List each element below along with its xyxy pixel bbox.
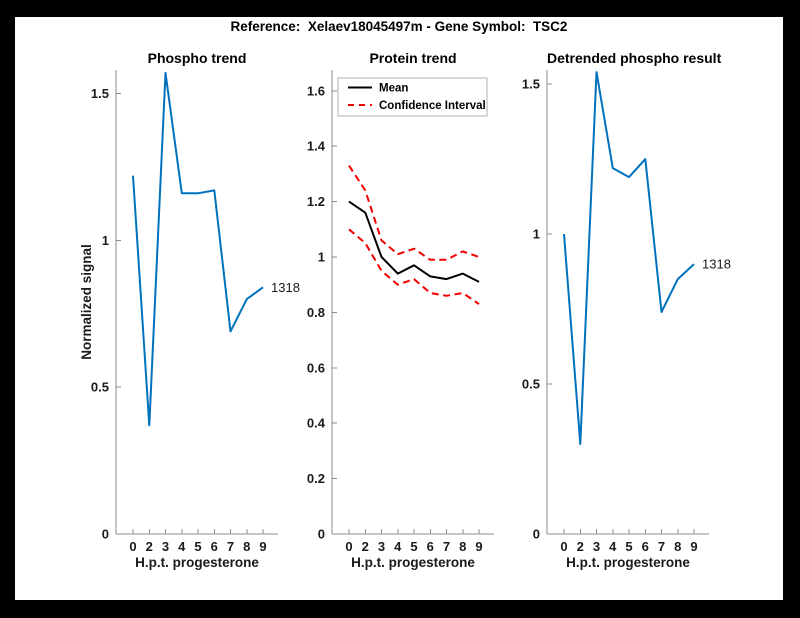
x-tick-label: 3 xyxy=(378,539,385,554)
annotation-1318: 1318 xyxy=(271,280,300,295)
x-tick-label: 7 xyxy=(443,539,450,554)
x-tick-label: 0 xyxy=(129,539,136,554)
annotation-1318: 1318 xyxy=(702,257,731,272)
x-tick-label: 4 xyxy=(609,539,617,554)
series-line-confidence-interval-lower xyxy=(348,228,480,305)
x-tick-label: 9 xyxy=(690,539,697,554)
x-tick-label: 9 xyxy=(259,539,266,554)
x-tick-label: 2 xyxy=(362,539,369,554)
x-tick-label: 8 xyxy=(674,539,681,554)
x-tick-label: 2 xyxy=(146,539,153,554)
y-tick-label: 0.8 xyxy=(307,305,325,320)
y-tick-label: 1 xyxy=(102,233,109,248)
legend-box xyxy=(337,77,488,117)
y-tick-label: 0.2 xyxy=(307,471,325,486)
y-tick-label: 1 xyxy=(318,249,325,264)
x-tick-label: 7 xyxy=(658,539,665,554)
series-line-mean xyxy=(348,200,480,283)
y-tick-label: 1.2 xyxy=(307,194,325,209)
x-tick-label: 3 xyxy=(593,539,600,554)
y-tick-label: 0 xyxy=(102,527,109,542)
subplot-protein-title: Protein trend xyxy=(369,50,457,66)
y-tick-label: 0.6 xyxy=(307,360,325,375)
x-tick-label: 6 xyxy=(427,539,434,554)
subplot-detrended-title: Detrended phospho result xyxy=(547,50,722,66)
x-tick-label: 7 xyxy=(227,539,234,554)
x-tick-label: 9 xyxy=(475,539,482,554)
subplot-detrended-xlabel: H.p.t. progesterone xyxy=(566,555,690,570)
y-tick-label: 0.5 xyxy=(522,377,540,392)
y-tick-label: 0.4 xyxy=(307,416,326,431)
x-tick-label: 3 xyxy=(162,539,169,554)
y-tick-label: 1.5 xyxy=(522,77,540,92)
x-tick-label: 8 xyxy=(459,539,466,554)
x-tick-label: 2 xyxy=(577,539,584,554)
legend-label: Confidence Interval xyxy=(379,100,486,112)
y-tick-label: 1 xyxy=(533,227,540,242)
x-tick-label: 5 xyxy=(410,539,417,554)
y-tick-label: 0 xyxy=(533,527,540,542)
series-line-phospho-signal xyxy=(132,71,264,427)
y-tick-label: 1.6 xyxy=(307,83,325,98)
figure-canvas: 0 2 3 4 5 6 7 8 9 0 0.5 1 1.5 1318 0 2 3 4 5 6 7 8 9 0 0.2 0.4 0.6… xyxy=(15,17,783,600)
y-axis-label: Normalized signal xyxy=(79,244,94,360)
y-tick-label: 0.5 xyxy=(91,380,109,395)
figure-title: Reference: Xelaev18045497m - Gene Symbol… xyxy=(230,19,568,34)
x-tick-label: 4 xyxy=(394,539,402,554)
subplot-protein-xlabel: H.p.t. progesterone xyxy=(351,555,475,570)
x-tick-label: 6 xyxy=(642,539,649,554)
x-tick-label: 0 xyxy=(560,539,567,554)
subplot-phospho-title: Phospho trend xyxy=(147,50,247,66)
legend-label: Mean xyxy=(379,83,408,95)
x-tick-label: 6 xyxy=(211,539,218,554)
subplot-phospho-xlabel: H.p.t. progesterone xyxy=(135,555,259,570)
series-line-confidence-interval-upper xyxy=(348,165,480,261)
x-tick-label: 4 xyxy=(178,539,186,554)
y-tick-label: 1.5 xyxy=(91,86,109,101)
x-tick-label: 5 xyxy=(194,539,201,554)
series-line-detrended-phospho-signal xyxy=(563,71,695,445)
x-tick-label: 0 xyxy=(345,539,352,554)
y-tick-label: 1.4 xyxy=(307,139,326,154)
x-tick-label: 5 xyxy=(625,539,632,554)
x-tick-label: 8 xyxy=(243,539,250,554)
y-tick-label: 0 xyxy=(318,527,325,542)
